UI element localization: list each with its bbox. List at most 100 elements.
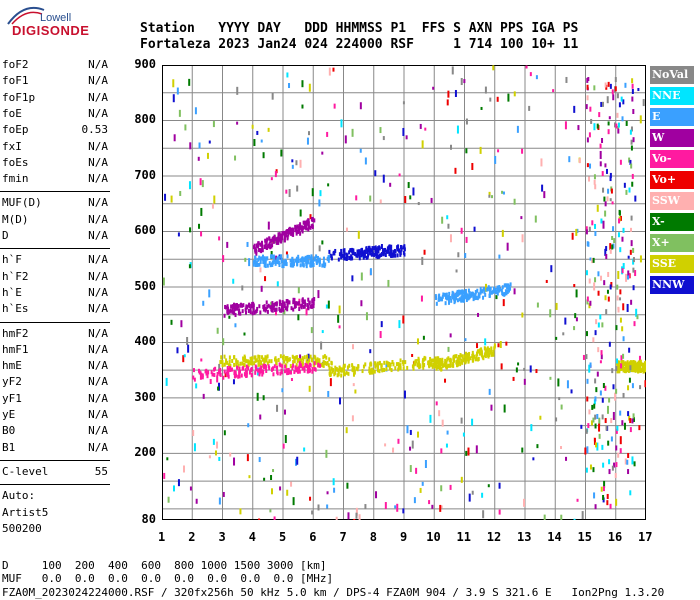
- echo-point: [545, 279, 548, 283]
- echo-point: [344, 135, 347, 144]
- trace-point: [342, 366, 345, 371]
- trace-point: [267, 303, 270, 308]
- trace-point: [245, 373, 248, 378]
- trace-point: [351, 363, 354, 368]
- echo-point: [590, 118, 593, 124]
- trace-point: [504, 289, 507, 294]
- trace-point: [264, 366, 267, 371]
- trace-point: [246, 359, 249, 364]
- trace-point: [256, 262, 259, 267]
- param-name: h`E: [2, 285, 22, 299]
- trace-point: [455, 296, 458, 301]
- trace-point: [288, 228, 291, 233]
- trace-point: [254, 370, 257, 375]
- param-value: N/A: [88, 440, 108, 454]
- echo-point: [402, 127, 405, 136]
- trace-point: [466, 353, 469, 358]
- trace-point: [301, 361, 304, 366]
- echo-point: [586, 241, 589, 247]
- trace-point: [294, 355, 297, 360]
- trace-point: [280, 257, 283, 262]
- trace-point: [238, 366, 241, 371]
- trace-point: [472, 358, 475, 363]
- trace-point: [236, 306, 239, 311]
- trace-point: [375, 249, 378, 254]
- trace-point: [270, 359, 273, 364]
- trace-point: [453, 296, 456, 301]
- param-name: Artist5: [2, 505, 49, 519]
- echo-point: [380, 244, 383, 250]
- echo-point: [327, 300, 330, 309]
- trace-point: [280, 259, 283, 264]
- echo-point: [501, 190, 504, 194]
- echo-point: [644, 380, 646, 388]
- trace-point: [322, 360, 325, 365]
- trace-point: [498, 285, 501, 290]
- trace-point: [460, 297, 463, 302]
- trace-point: [304, 362, 307, 367]
- trace-point: [192, 368, 195, 373]
- trace-point: [307, 218, 310, 223]
- trace-point: [328, 371, 331, 376]
- echo-point: [292, 497, 295, 506]
- echo-point: [594, 184, 597, 190]
- param-value: N/A: [88, 391, 108, 405]
- echo-point: [628, 347, 631, 353]
- echo-point: [307, 353, 310, 362]
- trace-point: [235, 360, 238, 365]
- trace-point: [445, 292, 448, 297]
- trace-point: [452, 363, 455, 368]
- echo-point: [430, 197, 433, 203]
- echo-point: [632, 413, 635, 419]
- trace-point: [364, 362, 367, 367]
- trace-point: [266, 245, 269, 250]
- trace-point: [292, 307, 295, 312]
- trace-point: [393, 253, 396, 258]
- echo-point: [600, 350, 603, 356]
- trace-point: [303, 355, 306, 360]
- trace-point: [342, 371, 345, 376]
- echo-point: [573, 326, 576, 331]
- echo-point: [566, 380, 569, 389]
- echo-point: [606, 405, 609, 414]
- echo-point: [321, 151, 324, 155]
- trace-point: [383, 360, 386, 365]
- trace-point: [358, 249, 361, 254]
- trace-point: [494, 288, 497, 293]
- trace-point: [228, 309, 231, 314]
- echo-point: [631, 89, 634, 95]
- trace-point: [441, 357, 444, 362]
- echo-point: [629, 129, 632, 135]
- y-tick-label: 900: [134, 57, 156, 71]
- trace-point: [351, 365, 354, 370]
- trace-point: [219, 367, 222, 372]
- echo-point: [631, 83, 634, 89]
- trace-point: [289, 370, 292, 375]
- trace-point: [439, 296, 442, 301]
- echo-point: [628, 187, 631, 193]
- trace-point: [440, 297, 443, 302]
- trace-point: [300, 363, 303, 368]
- trace-point: [285, 306, 288, 311]
- echo-point: [412, 187, 415, 196]
- echo-point: [602, 220, 605, 229]
- echo-point: [246, 454, 249, 462]
- echo-point: [465, 450, 468, 456]
- echo-point: [585, 467, 588, 473]
- echo-point: [535, 369, 538, 374]
- param-name: fmin: [2, 172, 29, 186]
- echo-point: [600, 275, 603, 281]
- trace-point: [486, 353, 489, 358]
- echo-point: [555, 417, 558, 422]
- trace-point: [234, 303, 237, 308]
- trace-point: [312, 301, 315, 306]
- trace-point: [444, 292, 447, 297]
- trace-point: [631, 360, 634, 365]
- param-row: D N/A: [2, 229, 108, 245]
- trace-point: [430, 358, 433, 363]
- echo-point: [321, 330, 324, 334]
- param-value: N/A: [88, 326, 108, 340]
- trace-point: [328, 254, 331, 259]
- echo-point: [311, 510, 314, 515]
- echo-point: [468, 493, 471, 502]
